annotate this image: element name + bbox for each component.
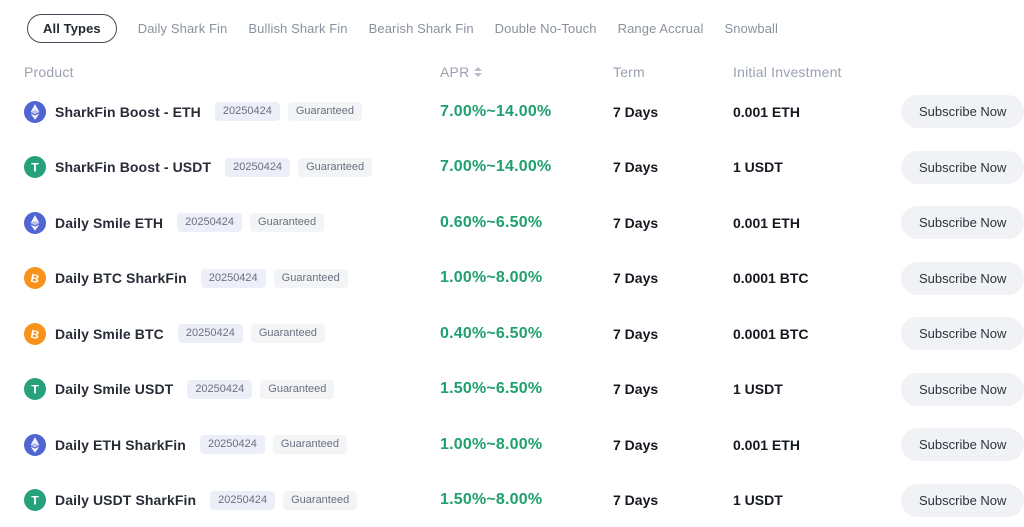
issue-date-badge: 20250424 bbox=[177, 324, 243, 344]
issue-date-badge: 20250424 bbox=[225, 157, 291, 177]
product-type-tabs: All Types Daily Shark Fin Bullish Shark Fi… bbox=[0, 0, 1024, 44]
table-row: T Daily USDT SharkFin 20250424 Guarantee… bbox=[0, 473, 1024, 527]
table-row: T SharkFin Boost - USDT 20250424 Guarant… bbox=[0, 140, 1024, 196]
btc-coin-icon: B bbox=[24, 322, 46, 345]
guaranteed-badge: Guaranteed bbox=[283, 490, 358, 510]
apr-value: 1.00%~8.00% bbox=[440, 269, 543, 287]
svg-text:T: T bbox=[31, 494, 39, 508]
btc-coin-icon: B bbox=[24, 267, 46, 290]
apr-value: 1.50%~8.00% bbox=[440, 491, 543, 509]
term-value: 7 Days bbox=[613, 103, 659, 120]
guaranteed-badge: Guaranteed bbox=[250, 324, 325, 344]
product-name: SharkFin Boost - ETH bbox=[55, 103, 201, 120]
investment-value: 0.001 ETH bbox=[733, 436, 800, 453]
issue-date-badge: 20250424 bbox=[214, 102, 280, 122]
investment-value: 1 USDT bbox=[733, 159, 783, 176]
product-table-body: SharkFin Boost - ETH 20250424 Guaranteed… bbox=[0, 84, 1024, 527]
subscribe-now-button[interactable]: Subscribe Now bbox=[901, 206, 1024, 240]
column-header-apr[interactable]: APR bbox=[440, 64, 613, 80]
table-row: Daily ETH SharkFin 20250424 Guaranteed 1… bbox=[0, 417, 1024, 473]
tab-snowball[interactable]: Snowball bbox=[724, 21, 779, 36]
issue-date-badge: 20250424 bbox=[210, 490, 276, 510]
guaranteed-badge: Guaranteed bbox=[250, 213, 325, 233]
guaranteed-badge: Guaranteed bbox=[272, 435, 348, 455]
sort-arrows-icon bbox=[474, 67, 483, 77]
subscribe-now-button[interactable]: Subscribe Now bbox=[901, 150, 1024, 184]
usdt-coin-icon: T bbox=[24, 489, 46, 512]
eth-coin-icon bbox=[24, 100, 46, 123]
product-name: Daily Smile ETH bbox=[55, 214, 164, 231]
investment-value: 0.0001 BTC bbox=[733, 325, 809, 342]
investment-value: 0.0001 BTC bbox=[733, 270, 809, 287]
apr-value: 0.60%~6.50% bbox=[440, 213, 543, 231]
usdt-coin-icon: T bbox=[24, 378, 46, 401]
product-name: Daily BTC SharkFin bbox=[55, 270, 187, 287]
apr-header-label: APR bbox=[440, 64, 470, 80]
subscribe-now-button[interactable]: Subscribe Now bbox=[901, 95, 1024, 129]
subscribe-now-button[interactable]: Subscribe Now bbox=[901, 483, 1024, 517]
table-row: B Daily BTC SharkFin 20250424 Guaranteed… bbox=[0, 251, 1024, 307]
term-value: 7 Days bbox=[613, 436, 659, 453]
issue-date-badge: 20250424 bbox=[187, 379, 253, 399]
svg-text:T: T bbox=[31, 383, 39, 397]
guaranteed-badge: Guaranteed bbox=[298, 157, 373, 177]
issue-date-badge: 20250424 bbox=[200, 268, 266, 288]
eth-coin-icon bbox=[24, 211, 46, 234]
apr-value: 0.40%~6.50% bbox=[440, 324, 543, 342]
investment-value: 0.001 ETH bbox=[733, 103, 800, 120]
investment-value: 1 USDT bbox=[733, 492, 783, 509]
product-name: SharkFin Boost - USDT bbox=[55, 159, 212, 176]
subscribe-now-button[interactable]: Subscribe Now bbox=[901, 261, 1024, 295]
usdt-coin-icon: T bbox=[24, 156, 46, 179]
apr-value: 7.00%~14.00% bbox=[440, 102, 552, 120]
term-value: 7 Days bbox=[613, 492, 659, 509]
term-value: 7 Days bbox=[613, 270, 659, 287]
apr-value: 7.00%~14.00% bbox=[440, 158, 552, 176]
table-row: SharkFin Boost - ETH 20250424 Guaranteed… bbox=[0, 84, 1024, 140]
svg-text:T: T bbox=[31, 161, 39, 175]
issue-date-badge: 20250424 bbox=[199, 435, 265, 455]
svg-text:B: B bbox=[29, 327, 40, 341]
term-value: 7 Days bbox=[613, 159, 659, 176]
investment-value: 1 USDT bbox=[733, 381, 783, 398]
tab-double-no-touch[interactable]: Double No-Touch bbox=[494, 21, 597, 36]
tab-bullish-shark-fin[interactable]: Bullish Shark Fin bbox=[248, 21, 348, 36]
tab-daily-shark-fin[interactable]: Daily Shark Fin bbox=[137, 21, 228, 36]
table-row: T Daily Smile USDT 20250424 Guaranteed 1… bbox=[0, 362, 1024, 418]
tab-bearish-shark-fin[interactable]: Bearish Shark Fin bbox=[368, 21, 474, 36]
table-row: B Daily Smile BTC 20250424 Guaranteed 0.… bbox=[0, 306, 1024, 362]
investment-value: 0.001 ETH bbox=[733, 214, 800, 231]
guaranteed-badge: Guaranteed bbox=[260, 379, 335, 399]
product-name: Daily USDT SharkFin bbox=[55, 492, 197, 509]
apr-value: 1.50%~6.50% bbox=[440, 380, 543, 398]
svg-text:B: B bbox=[29, 272, 40, 286]
table-header-row: Product APR Term Initial Investment bbox=[0, 60, 1024, 84]
apr-value: 1.00%~8.00% bbox=[440, 435, 543, 453]
guaranteed-badge: Guaranteed bbox=[287, 102, 362, 122]
product-name: Daily Smile BTC bbox=[55, 325, 164, 342]
product-name: Daily Smile USDT bbox=[55, 381, 174, 398]
column-header-product: Product bbox=[24, 64, 74, 80]
column-header-term: Term bbox=[613, 64, 645, 80]
issue-date-badge: 20250424 bbox=[177, 213, 243, 233]
table-row: Daily Smile ETH 20250424 Guaranteed 0.60… bbox=[0, 195, 1024, 251]
eth-coin-icon bbox=[24, 433, 46, 456]
tab-range-accrual[interactable]: Range Accrual bbox=[617, 21, 704, 36]
product-name: Daily ETH SharkFin bbox=[55, 436, 186, 453]
term-value: 7 Days bbox=[613, 325, 659, 342]
subscribe-now-button[interactable]: Subscribe Now bbox=[901, 317, 1024, 351]
column-header-initial-investment: Initial Investment bbox=[733, 64, 842, 80]
term-value: 7 Days bbox=[613, 381, 659, 398]
tab-all-types[interactable]: All Types bbox=[27, 14, 117, 43]
subscribe-now-button[interactable]: Subscribe Now bbox=[901, 428, 1024, 462]
term-value: 7 Days bbox=[613, 214, 659, 231]
guaranteed-badge: Guaranteed bbox=[273, 268, 348, 288]
subscribe-now-button[interactable]: Subscribe Now bbox=[901, 372, 1024, 406]
